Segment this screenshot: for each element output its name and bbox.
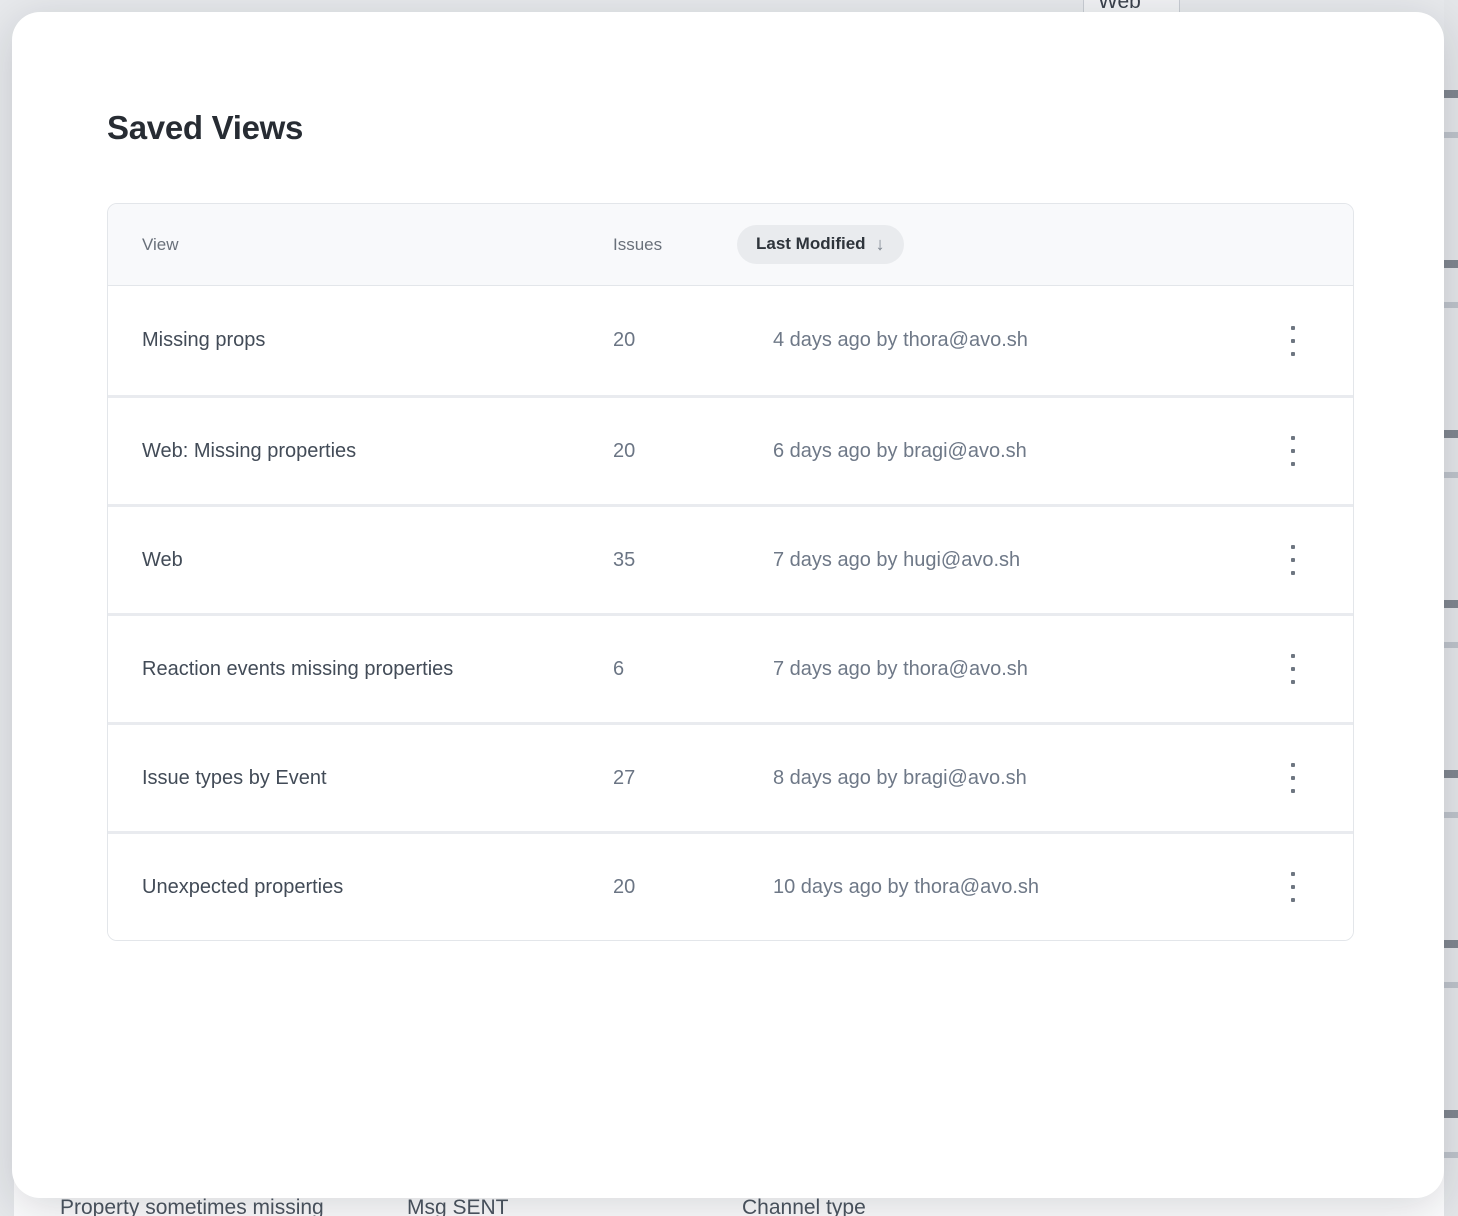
table-row[interactable]: Unexpected properties 20 10 days ago by … bbox=[108, 831, 1353, 940]
page-title: Saved Views bbox=[107, 109, 304, 146]
view-name: Unexpected properties bbox=[142, 875, 344, 898]
last-modified-text: 8 days ago by bragi@avo.sh bbox=[773, 766, 1027, 789]
view-name: Reaction events missing properties bbox=[142, 657, 454, 680]
sort-button-last-modified[interactable]: Last Modified ↓ bbox=[737, 225, 904, 264]
view-name: Web: Missing properties bbox=[142, 439, 357, 462]
kebab-icon bbox=[1291, 872, 1295, 876]
kebab-icon bbox=[1291, 654, 1295, 658]
background-top-strip: Web bbox=[0, 0, 1458, 14]
background-text-fragment: Channel type bbox=[742, 1196, 866, 1216]
table-row[interactable]: Web 35 7 days ago by hugi@avo.sh bbox=[108, 504, 1353, 613]
sort-button-label: Last Modified bbox=[756, 234, 866, 253]
issues-count: 35 bbox=[613, 548, 636, 571]
kebab-icon bbox=[1291, 325, 1295, 330]
table-row[interactable]: Issue types by Event 27 8 days ago by br… bbox=[108, 722, 1353, 831]
column-header-view[interactable]: View bbox=[142, 234, 179, 254]
row-menu-button[interactable] bbox=[1273, 756, 1313, 800]
issues-count: 6 bbox=[613, 657, 625, 680]
view-name: Web bbox=[142, 548, 183, 571]
last-modified-text: 7 days ago by hugi@avo.sh bbox=[773, 548, 1021, 571]
last-modified-text: 10 days ago by thora@avo.sh bbox=[773, 875, 1040, 898]
view-name: Missing props bbox=[142, 329, 266, 351]
background-tab-label: Web bbox=[1098, 0, 1141, 13]
kebab-icon bbox=[1291, 763, 1295, 767]
row-menu-button[interactable] bbox=[1273, 319, 1313, 363]
row-menu-button[interactable] bbox=[1273, 647, 1313, 691]
last-modified-text: 6 days ago by bragi@avo.sh bbox=[773, 439, 1027, 462]
row-menu-button[interactable] bbox=[1273, 538, 1313, 582]
saved-views-table: View Issues Last Modified ↓ Missing prop… bbox=[107, 203, 1354, 941]
background-tab-web: Web bbox=[1083, 0, 1180, 14]
issues-count: 20 bbox=[613, 875, 636, 898]
view-name: Issue types by Event bbox=[142, 766, 327, 789]
table-header-row: View Issues Last Modified ↓ bbox=[108, 204, 1353, 286]
issues-count: 27 bbox=[613, 766, 636, 789]
kebab-icon bbox=[1291, 436, 1295, 440]
table-row[interactable]: Web: Missing properties 20 6 days ago by… bbox=[108, 395, 1353, 504]
saved-views-modal: Saved Views View Issues Last Modified ↓ … bbox=[12, 12, 1444, 1198]
row-menu-button[interactable] bbox=[1273, 429, 1313, 473]
column-header-issues[interactable]: Issues bbox=[613, 234, 663, 254]
row-menu-button[interactable] bbox=[1273, 865, 1313, 909]
table-row[interactable]: Missing props 20 4 days ago by thora@avo… bbox=[108, 286, 1353, 395]
table-row[interactable]: Reaction events missing properties 6 7 d… bbox=[108, 613, 1353, 722]
last-modified-text: 7 days ago by thora@avo.sh bbox=[773, 657, 1028, 680]
background-text-fragment: Msg SENT bbox=[407, 1196, 509, 1216]
last-modified-text: 4 days ago by thora@avo.sh bbox=[773, 329, 1028, 351]
kebab-icon bbox=[1291, 545, 1295, 549]
sort-direction-down-icon: ↓ bbox=[875, 234, 885, 254]
background-right-strip bbox=[1444, 0, 1458, 1216]
background-text-fragment: Property sometimes missing bbox=[60, 1196, 324, 1216]
issues-count: 20 bbox=[613, 329, 636, 351]
issues-count: 20 bbox=[613, 439, 636, 462]
